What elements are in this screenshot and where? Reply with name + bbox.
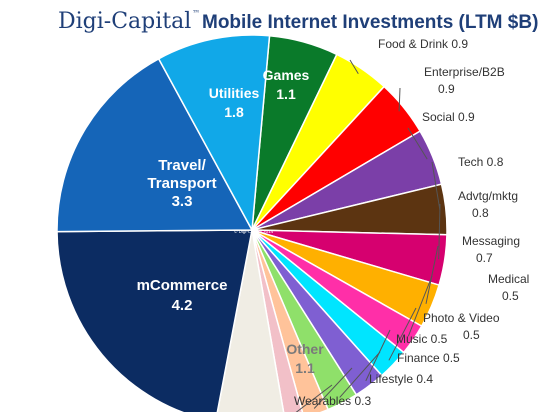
leader-social (407, 127, 428, 160)
slice-lifestyle (251, 229, 330, 412)
label-food-drink: Food & Drink 0.9 (378, 37, 468, 51)
label-wearables: Wearables 0.3 (294, 394, 371, 408)
slice-mcommerce (56, 229, 253, 412)
label-finance: Finance 0.5 (397, 351, 460, 365)
leader-photo-video (388, 307, 417, 361)
title-text: Mobile Internet Investments (LTM $B) (202, 12, 538, 33)
label-enterprise-b2b: Enterprise/B2B 0.9 (424, 65, 505, 96)
leader-enterprise-b2b (398, 87, 401, 112)
slice-wearables (251, 229, 304, 412)
label-mcommerce: mCommerce 4.2 (137, 277, 228, 314)
label-advtg-mktg: Advtg/mktg 0.8 (458, 189, 518, 220)
label-photo-video: Photo & Video 0.5 (423, 311, 500, 342)
label-music: Music 0.5 (396, 332, 448, 346)
slice-utilities (157, 34, 271, 233)
title-trademark: ™ (192, 9, 200, 18)
title-brand: Digi-Capital (58, 9, 191, 34)
label-tech: Tech 0.8 (458, 155, 504, 169)
label-travel-transport: Travel/Transport 3.3 (147, 157, 216, 210)
slice-labels: Games 1.1 Food & Drink 0.9 Enterprise/B2B 0.… (137, 37, 530, 408)
leader-lifestyle (313, 367, 353, 409)
leader-messaging (425, 245, 439, 304)
leader-wearables (295, 384, 333, 412)
chart-title: Digi-Capital ™ Mobile Internet Investmen… (58, 9, 538, 34)
label-medical: Medical 0.5 (488, 272, 529, 303)
leader-music (365, 329, 391, 382)
leader-food-drink (349, 59, 359, 74)
slice-other (216, 229, 285, 412)
label-social: Social 0.9 (422, 110, 475, 124)
leader-finance (339, 351, 381, 398)
label-lifestyle: Lifestyle 0.4 (369, 372, 433, 386)
leader-tech (431, 161, 441, 210)
pie-slices (56, 34, 448, 412)
watermark: © Digi-Capital 2014 (234, 228, 274, 234)
label-games: Games 1.1 (263, 67, 310, 102)
slice-travel-transport (56, 57, 254, 233)
leader-medical (407, 275, 433, 337)
label-messaging: Messaging 0.7 (462, 234, 520, 265)
leader-lines (295, 59, 441, 412)
label-utilities: Utilities 1.8 (209, 85, 260, 120)
label-other: Other 1.1 (286, 341, 324, 376)
leader-advtg-mktg (438, 203, 441, 260)
